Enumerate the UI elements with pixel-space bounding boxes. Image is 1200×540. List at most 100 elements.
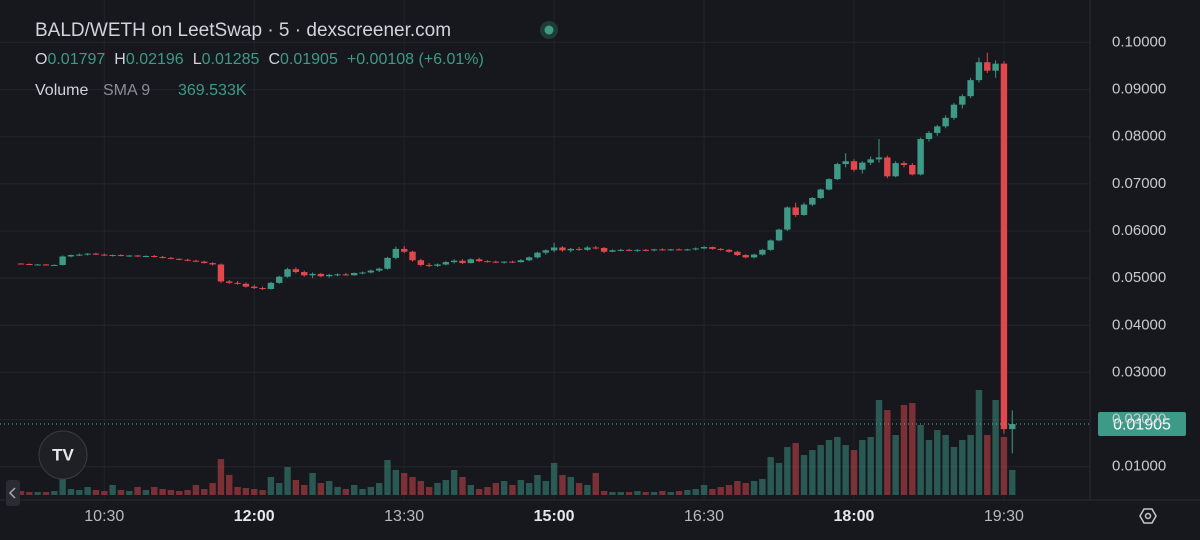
candle-body	[134, 255, 141, 257]
candle-body	[34, 264, 41, 266]
scroll-button[interactable]	[6, 480, 20, 506]
volume-bar	[600, 491, 608, 495]
candle-body	[967, 80, 974, 97]
volume-bar	[384, 460, 391, 495]
candle-body	[17, 263, 25, 265]
y-tick-label: 0.03000	[1112, 363, 1166, 380]
volume-bar	[742, 483, 749, 495]
volume-bar	[17, 491, 25, 495]
candle-body	[659, 249, 666, 251]
candle-body	[450, 260, 458, 263]
volume-bar	[675, 491, 683, 495]
candle-body	[117, 255, 125, 257]
candle-body	[684, 249, 691, 251]
candle-body	[467, 259, 475, 264]
volume-bar	[417, 481, 425, 495]
volume-label: Volume	[35, 82, 88, 99]
volume-bar	[875, 400, 883, 495]
volume-bar	[76, 490, 83, 495]
volume-bar	[142, 490, 150, 495]
candle-body	[717, 248, 724, 250]
volume-bar	[267, 477, 275, 495]
volume-bar	[484, 487, 491, 495]
ohlc-legend: O0.01797 H0.02196 L0.01285 C0.01905 +0.00108…	[35, 51, 484, 68]
candle-body	[59, 256, 66, 265]
volume-bar	[525, 483, 533, 495]
volume-bar	[425, 487, 433, 495]
candle-body	[267, 282, 275, 289]
volume-bar	[392, 470, 400, 495]
volume-bar	[934, 430, 941, 495]
candle-body	[242, 283, 250, 287]
volume-bar	[709, 489, 716, 495]
candle-body	[417, 260, 425, 265]
volume-bar	[684, 490, 691, 495]
candle-body	[584, 247, 591, 250]
volume-bar	[492, 483, 500, 495]
volume-bar	[259, 490, 266, 495]
change-value: +0.00108 (+6.01%)	[347, 51, 484, 68]
volume-bar	[850, 450, 858, 495]
volume-bar	[784, 447, 791, 495]
scroll-arrow	[8, 487, 16, 499]
candle-body	[975, 62, 983, 81]
candle-body	[301, 272, 308, 276]
candle-body	[650, 249, 658, 251]
volume-bar	[834, 437, 841, 495]
candle-body	[167, 257, 175, 259]
volume-bar	[59, 475, 66, 495]
candle-body	[159, 256, 166, 258]
volume-bar	[51, 491, 58, 495]
candle-body	[559, 247, 566, 251]
volume-bar	[842, 445, 849, 495]
volume-bar	[559, 475, 566, 495]
candle-body	[142, 255, 150, 257]
y-tick-label: 0.07000	[1112, 175, 1166, 192]
candle-body	[942, 117, 949, 127]
volume-bar	[342, 489, 350, 495]
y-tick-label: 0.05000	[1112, 269, 1166, 286]
candle-body	[634, 249, 641, 251]
volume-bar	[750, 481, 758, 495]
volume-bar	[309, 473, 316, 495]
volume-bar	[117, 490, 125, 495]
volume-bar	[226, 475, 233, 495]
candle-body	[126, 255, 133, 257]
volume-bar	[967, 435, 974, 495]
volume-bar	[351, 485, 358, 495]
candle-body	[842, 161, 849, 165]
volume-bar	[567, 477, 574, 495]
volume-bar	[792, 443, 799, 495]
volume-bar	[867, 437, 874, 495]
volume-bar	[359, 489, 366, 495]
volume-bar	[625, 492, 633, 495]
candle-body	[892, 163, 899, 177]
volume-bar	[575, 483, 583, 495]
ohlc-letter: C	[268, 51, 280, 68]
candle-body	[434, 264, 441, 266]
candle-body	[251, 286, 258, 289]
tradingview-logo[interactable]	[38, 430, 88, 480]
candle-body	[934, 126, 941, 133]
volume-bar	[276, 483, 283, 495]
volume-bar	[859, 440, 866, 495]
candle-body	[484, 261, 491, 263]
candle-body	[409, 251, 416, 261]
ohlc-value: 0.01905	[280, 51, 338, 68]
candle-body	[51, 264, 58, 266]
volume-bar	[167, 490, 175, 495]
candle-body	[567, 248, 574, 251]
candle-body	[84, 253, 91, 255]
y-tick-label: 0.09000	[1112, 81, 1166, 98]
candle-body	[226, 281, 233, 283]
settings-button[interactable]	[1139, 508, 1157, 524]
candle-body	[234, 282, 241, 284]
candle-body	[542, 250, 549, 253]
volume-bar	[984, 435, 991, 495]
volume-bar	[1009, 470, 1016, 495]
volume-bar	[400, 473, 408, 495]
volume-bar	[217, 459, 225, 495]
volume-bar	[884, 410, 891, 495]
candle-body	[217, 264, 225, 282]
